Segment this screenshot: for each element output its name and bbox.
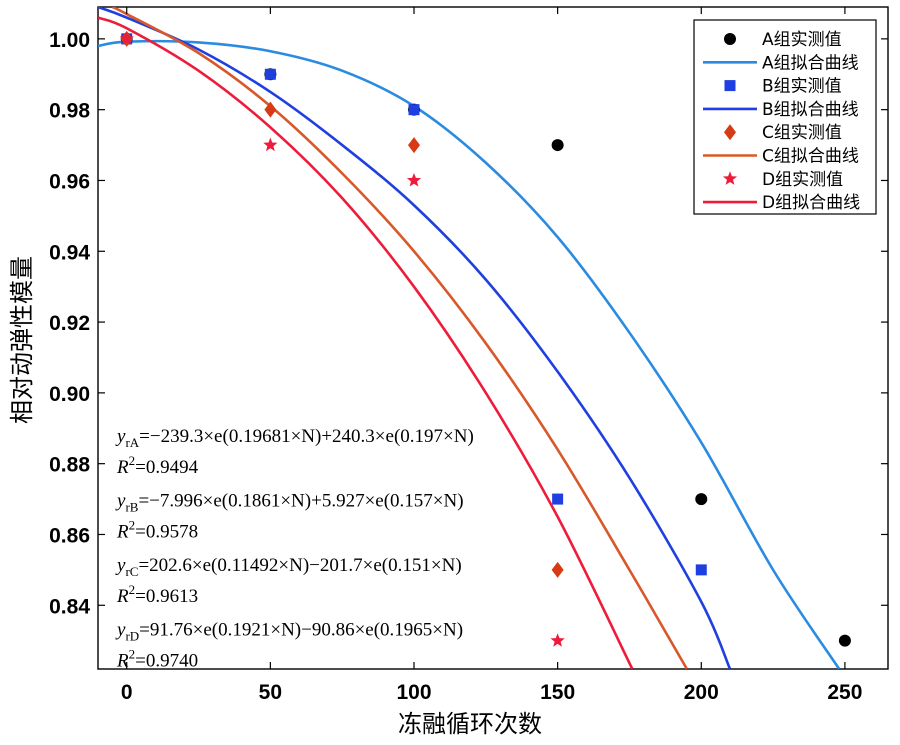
data-point-D — [406, 173, 422, 187]
data-point-D — [550, 633, 565, 647]
r-squared-D: R2=0.9740 — [116, 647, 198, 672]
legend-label-curve-C: C组拟合曲线 — [762, 147, 859, 167]
legend-label-curve-D: D组拟合曲线 — [762, 193, 860, 213]
fit-curve-A — [98, 39, 841, 669]
legend-label-curve-B: B组拟合曲线 — [762, 100, 859, 120]
data-point-C — [408, 137, 420, 154]
data-point-C — [264, 101, 277, 118]
y-tick-label: 0.96 — [49, 170, 90, 193]
y-axis-label: 相对动弹性模量 — [8, 256, 36, 424]
data-point-B — [552, 493, 564, 505]
equations: yrA=−239.3×e(0.19681×N)+240.3×e(0.197×N)… — [115, 426, 474, 672]
legend-marker-C — [724, 124, 736, 141]
x-tick-label: 150 — [540, 681, 575, 704]
r-squared-B: R2=0.9578 — [116, 518, 198, 543]
legend-label-curve-A: A组拟合曲线 — [762, 53, 859, 73]
x-tick-label: 50 — [259, 681, 282, 704]
legend: A组实测值 A组拟合曲线 B组实测值 B组拟合曲线 C组实测值 C组拟合曲线 D组实测值 D组… — [693, 19, 877, 215]
data-point-C — [551, 561, 564, 578]
legend-label-points-D: D组实测值 — [762, 170, 843, 190]
x-tick-label: 0 — [121, 681, 133, 704]
fit-curve-C — [111, 7, 689, 669]
data-point-D — [263, 137, 278, 152]
legend-label-points-A: A组实测值 — [762, 30, 842, 50]
y-tick-label: 0.86 — [49, 524, 90, 547]
legend-label-points-B: B组实测值 — [762, 77, 842, 97]
x-axis-label: 冻融循环次数 — [398, 710, 542, 738]
fit-curve-D — [98, 16, 634, 669]
y-tick-label: 0.84 — [49, 595, 90, 618]
y-tick-label: 0.88 — [49, 454, 90, 477]
legend-marker-D — [722, 171, 738, 185]
equation-D: yrD=91.76×e(0.1921×N)−90.86×e(0.1965×N) — [115, 620, 463, 644]
data-point-B — [695, 564, 707, 576]
data-point-D — [119, 31, 134, 45]
data-point-B — [264, 68, 276, 80]
fit-curves — [98, 7, 841, 669]
r-squared-A: R2=0.9494 — [116, 453, 199, 478]
plot-frame — [97, 6, 889, 670]
r-squared-C: R2=0.9613 — [116, 582, 198, 607]
legend-marker-A — [724, 33, 736, 45]
y-tick-label: 0.98 — [49, 100, 90, 123]
data-point-A — [838, 634, 851, 647]
legend-marker-B — [724, 80, 736, 92]
legend-label-points-C: C组实测值 — [762, 123, 842, 143]
data-point-A — [695, 493, 708, 506]
y-tick-label: 1.00 — [49, 29, 90, 52]
equation-B: yrB=−7.996×e(0.1861×N)+5.927×e(0.157×N) — [115, 491, 464, 515]
data-point-A — [551, 139, 564, 152]
fit-curve-B — [98, 7, 732, 669]
x-tick-label: 100 — [396, 681, 431, 704]
x-tick-label: 200 — [684, 681, 719, 704]
data-points — [119, 30, 851, 647]
equation-C: yrC=202.6×e(0.11492×N)−201.7×e(0.151×N) — [115, 555, 462, 579]
data-point-B — [408, 104, 420, 116]
y-tick-label: 0.90 — [49, 383, 90, 406]
y-axis: 0.84 0.86 0.88 0.90 0.92 0.94 0.96 0.98 1.00 — [49, 29, 888, 618]
equation-A: yrA=−239.3×e(0.19681×N)+240.3×e(0.197×N) — [115, 426, 474, 450]
y-tick-label: 0.94 — [49, 241, 90, 264]
legend-box — [693, 19, 877, 215]
y-tick-label: 0.92 — [49, 312, 90, 335]
x-tick-label: 250 — [827, 681, 862, 704]
x-axis: 0 50 100 150 200 250 — [121, 7, 862, 704]
